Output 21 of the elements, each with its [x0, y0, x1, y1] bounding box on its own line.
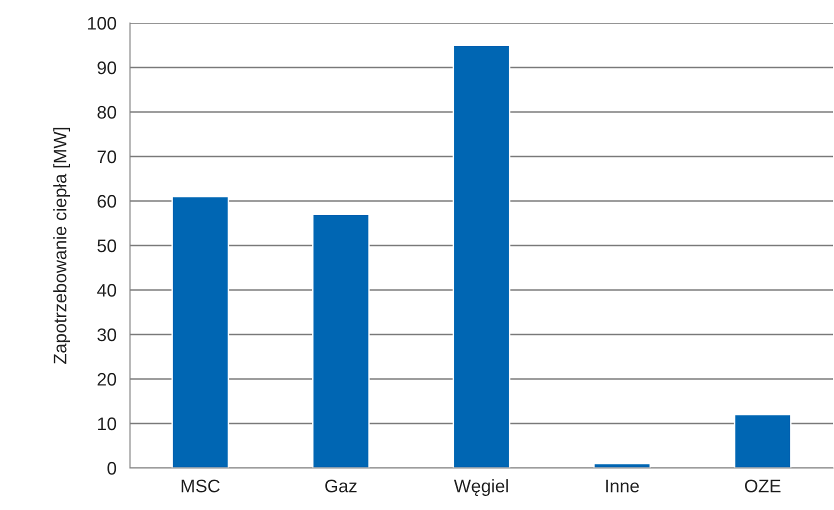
- y-tick-label: 40: [97, 284, 116, 297]
- y-tick-label: 80: [98, 106, 116, 119]
- y-tick-label: 30: [97, 328, 116, 342]
- y-tick-label: 0: [107, 462, 116, 475]
- y-tick-label: 10: [98, 417, 116, 430]
- bar: [452, 44, 510, 468]
- x-tick-label: Węgiel: [454, 479, 508, 496]
- x-tick-label: MSC: [182, 480, 220, 492]
- y-tick-label: 50: [97, 239, 116, 252]
- x-tick-label: Gaz: [325, 480, 357, 492]
- y-axis-title: Zapotrzebowanie ciepła [MW]: [53, 128, 70, 364]
- y-tick-label: 60: [98, 194, 116, 208]
- y-tick-label: 20: [98, 372, 116, 386]
- bar: [734, 414, 792, 468]
- y-tick-label: 90: [98, 61, 116, 74]
- bar: [312, 214, 370, 468]
- y-tick-label: 100: [88, 16, 116, 30]
- x-tick-label: OZE: [744, 480, 780, 492]
- bar: [171, 196, 230, 468]
- y-tick-label: 70: [98, 150, 116, 164]
- x-tick-label: Inne: [606, 480, 639, 492]
